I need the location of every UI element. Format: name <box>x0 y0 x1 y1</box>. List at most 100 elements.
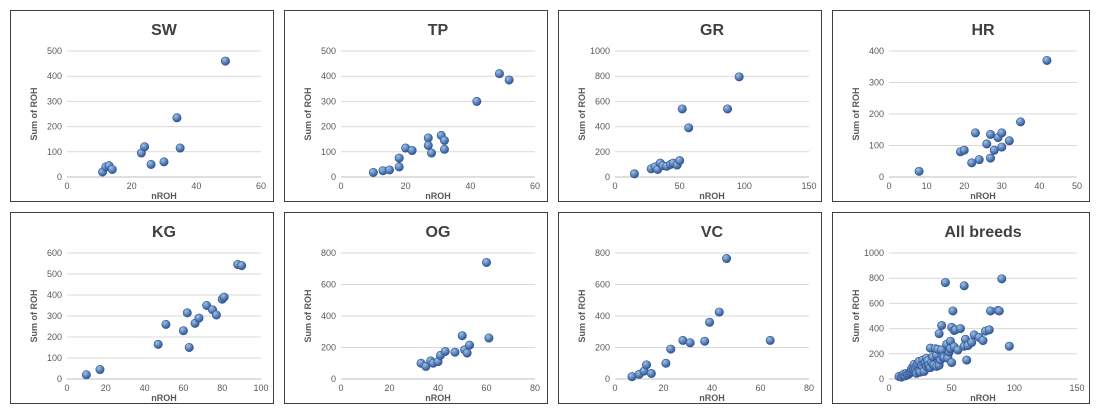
y-tick-label: 500 <box>47 269 62 279</box>
data-point <box>394 162 404 172</box>
x-tick-label: 40 <box>465 181 475 191</box>
x-tick-label: 60 <box>178 383 188 393</box>
panel-all-breeds: All breeds 0 200 400 600 800 1000 0 50 100 150 nROH… <box>832 212 1090 404</box>
data-point <box>182 308 192 318</box>
data-point <box>172 113 182 123</box>
panel-sw: SW 0 100 200 300 400 500 0 20 40 60 nROH Sum of ROH <box>10 10 274 202</box>
y-tick-label: 200 <box>869 109 884 119</box>
x-tick-label: 60 <box>755 383 765 393</box>
y-tick-label: 600 <box>869 298 884 308</box>
x-tick-label: 20 <box>401 181 411 191</box>
data-point <box>967 337 977 347</box>
x-tick-label: 20 <box>101 383 111 393</box>
y-tick-label: 800 <box>321 248 336 258</box>
y-axis-label: Sum of ROH <box>29 290 39 343</box>
y-tick-label: 1000 <box>590 46 610 56</box>
data-point <box>714 307 724 317</box>
data-point <box>494 69 504 79</box>
y-tick-label: 0 <box>331 374 336 384</box>
y-tick-label: 600 <box>47 248 62 258</box>
data-point <box>948 306 958 316</box>
data-point <box>994 306 1004 316</box>
data-point <box>997 274 1007 284</box>
data-point <box>984 325 994 335</box>
data-point <box>723 104 733 114</box>
data-point <box>989 145 999 155</box>
x-tick-label: 20 <box>658 383 668 393</box>
data-point <box>959 281 969 291</box>
y-tick-label: 800 <box>869 273 884 283</box>
data-point <box>914 166 924 176</box>
x-tick-label: 0 <box>886 383 891 393</box>
data-point <box>677 104 687 114</box>
y-tick-label: 400 <box>321 311 336 321</box>
panel-gr: GR 0 200 400 600 800 1000 0 50 100 150 nROH Sum of R… <box>558 10 822 202</box>
data-point <box>997 128 1007 138</box>
y-axis-label: Sum of ROH <box>577 290 587 343</box>
data-point <box>504 75 514 85</box>
data-point <box>368 167 378 177</box>
x-axis-label: nROH <box>699 393 725 403</box>
y-tick-label: 0 <box>331 172 336 182</box>
data-point <box>184 343 194 353</box>
data-point <box>423 141 433 151</box>
data-point <box>159 157 169 167</box>
x-tick-label: 150 <box>801 181 816 191</box>
y-axis-label: Sum of ROH <box>851 88 861 141</box>
data-point <box>959 145 969 155</box>
y-tick-label: 800 <box>595 71 610 81</box>
data-point <box>440 346 450 356</box>
data-point <box>684 123 694 133</box>
y-tick-label: 0 <box>605 374 610 384</box>
x-axis-label: nROH <box>425 393 451 403</box>
y-tick-label: 400 <box>47 290 62 300</box>
x-tick-label: 60 <box>530 181 540 191</box>
data-point <box>175 143 185 153</box>
data-point <box>962 355 972 365</box>
y-tick-label: 600 <box>595 96 610 106</box>
y-tick-label: 100 <box>869 141 884 151</box>
y-tick-label: 400 <box>321 71 336 81</box>
y-tick-label: 0 <box>57 374 62 384</box>
x-tick-label: 20 <box>127 181 137 191</box>
chart-title: HR <box>971 22 995 39</box>
x-tick-label: 80 <box>530 383 540 393</box>
x-tick-label: 50 <box>947 383 957 393</box>
chart-title: TP <box>428 22 449 39</box>
x-axis-label: nROH <box>151 191 177 201</box>
data-point <box>675 156 685 166</box>
scatter-chart-vc: VC 0 200 400 600 800 0 20 40 60 80 nROH Sum of ROH <box>577 224 814 403</box>
data-point <box>955 324 965 334</box>
y-tick-label: 400 <box>869 324 884 334</box>
x-tick-label: 0 <box>612 181 617 191</box>
data-point <box>211 310 221 320</box>
panel-vc: VC 0 200 400 600 800 0 20 40 60 80 nROH Sum of ROH <box>558 212 822 404</box>
y-axis-label: Sum of ROH <box>577 88 587 141</box>
x-tick-label: 100 <box>253 383 268 393</box>
data-point <box>642 360 652 370</box>
data-point <box>237 261 247 271</box>
x-tick-label: 60 <box>481 383 491 393</box>
data-point <box>439 144 449 154</box>
x-tick-label: 40 <box>191 181 201 191</box>
chart-title: SW <box>151 22 178 39</box>
x-tick-label: 0 <box>338 181 343 191</box>
data-point <box>385 165 395 175</box>
scatter-chart-og: OG 0 200 400 600 800 0 20 40 60 80 nROH Sum of ROH <box>303 224 540 403</box>
y-tick-label: 200 <box>47 332 62 342</box>
x-tick-label: 150 <box>1069 383 1084 393</box>
y-tick-label: 400 <box>595 311 610 321</box>
data-point <box>705 317 715 327</box>
data-point <box>982 139 992 149</box>
y-tick-label: 0 <box>879 172 884 182</box>
data-point <box>1016 117 1026 127</box>
scatter-chart-hr: HR 0 100 200 300 400 0 10 20 30 40 50 nROH Sum of ROH <box>851 22 1082 201</box>
x-tick-label: 20 <box>384 383 394 393</box>
y-tick-label: 600 <box>595 280 610 290</box>
chart-title: VC <box>701 224 724 241</box>
data-point <box>450 347 460 357</box>
x-axis-label: nROH <box>699 191 725 201</box>
y-tick-label: 500 <box>47 46 62 56</box>
x-tick-label: 60 <box>256 181 266 191</box>
data-point <box>178 326 188 336</box>
